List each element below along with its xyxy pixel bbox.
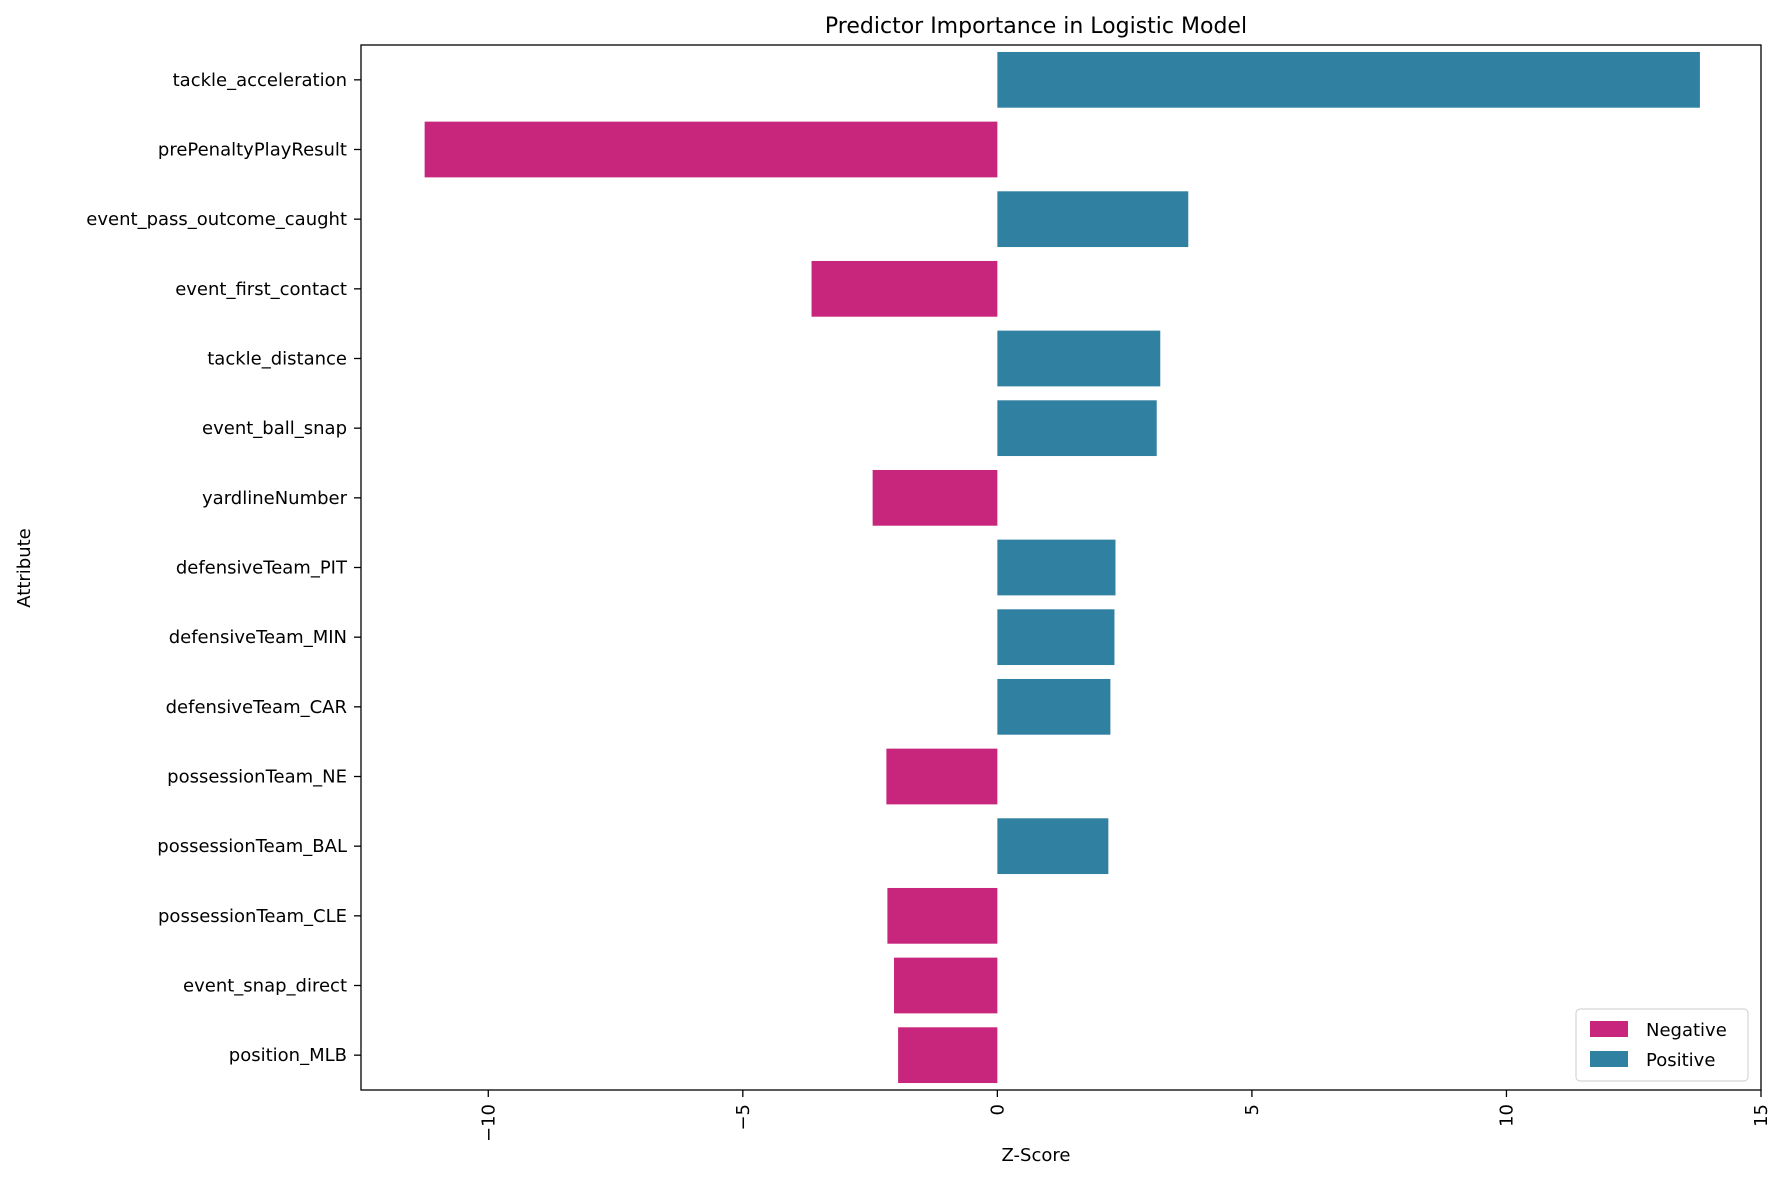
legend-swatch-positive [1590, 1051, 1628, 1067]
y-axis-label: Attribute [14, 528, 35, 607]
x-tick-label: 15 [1751, 1104, 1772, 1127]
bars-group [424, 51, 1700, 1084]
legend: Negative Positive [1575, 1008, 1749, 1082]
bar-defensiveTeam_PIT [997, 539, 1116, 596]
x-axis-label: Z-Score [1002, 1145, 1071, 1166]
y-tick-label: tackle_acceleration [173, 70, 347, 91]
y-tick-label: yardlineNumber [202, 488, 348, 509]
bar-event_pass_outcome_caught [997, 191, 1189, 248]
y-tick-label: possessionTeam_CLE [158, 906, 347, 927]
bar-event_first_contact [811, 260, 998, 317]
bar-defensiveTeam_MIN [997, 609, 1115, 666]
y-tick-label: possessionTeam_BAL [157, 836, 347, 857]
bar-possessionTeam_NE [886, 748, 998, 805]
y-tick-label: defensiveTeam_MIN [169, 627, 347, 648]
legend-label-negative: Negative [1646, 1020, 1727, 1041]
bar-defensiveTeam_CAR [997, 678, 1111, 735]
x-tick-label: 5 [1242, 1104, 1263, 1115]
x-tick-label: 0 [987, 1104, 1008, 1115]
bar-tackle_acceleration [997, 51, 1700, 108]
x-axis: −10 −5 0 5 10 15 [478, 1090, 1772, 1142]
x-tick-label: −10 [478, 1104, 499, 1142]
y-tick-label: possessionTeam_NE [167, 767, 347, 788]
bar-position_MLB [898, 1027, 998, 1084]
y-tick-label: position_MLB [229, 1045, 347, 1066]
x-tick-label: 10 [1496, 1104, 1517, 1127]
bar-event_snap_direct [894, 957, 998, 1014]
bar-possessionTeam_CLE [887, 887, 998, 944]
y-tick-label: event_pass_outcome_caught [86, 209, 347, 230]
legend-swatch-negative [1590, 1021, 1628, 1037]
bar-prePenaltyPlayResult [424, 121, 998, 178]
y-tick-label: event_ball_snap [202, 418, 347, 439]
y-tick-label: event_snap_direct [183, 976, 347, 997]
bar-event_ball_snap [997, 400, 1157, 457]
x-tick-label: −5 [733, 1104, 754, 1131]
y-tick-label: defensiveTeam_PIT [176, 558, 348, 579]
legend-label-positive: Positive [1646, 1050, 1715, 1071]
y-tick-label: defensiveTeam_CAR [166, 697, 347, 718]
y-tick-label: prePenaltyPlayResult [158, 140, 347, 161]
y-tick-label: tackle_distance [207, 349, 347, 370]
bar-yardlineNumber [872, 469, 998, 526]
bar-possessionTeam_BAL [997, 818, 1109, 875]
y-tick-label: event_first_contact [175, 279, 347, 300]
chart-title: Predictor Importance in Logistic Model [825, 14, 1247, 39]
y-axis: tackle_acceleration prePenaltyPlayResult e… [86, 70, 361, 1066]
bar-tackle_distance [997, 330, 1161, 387]
